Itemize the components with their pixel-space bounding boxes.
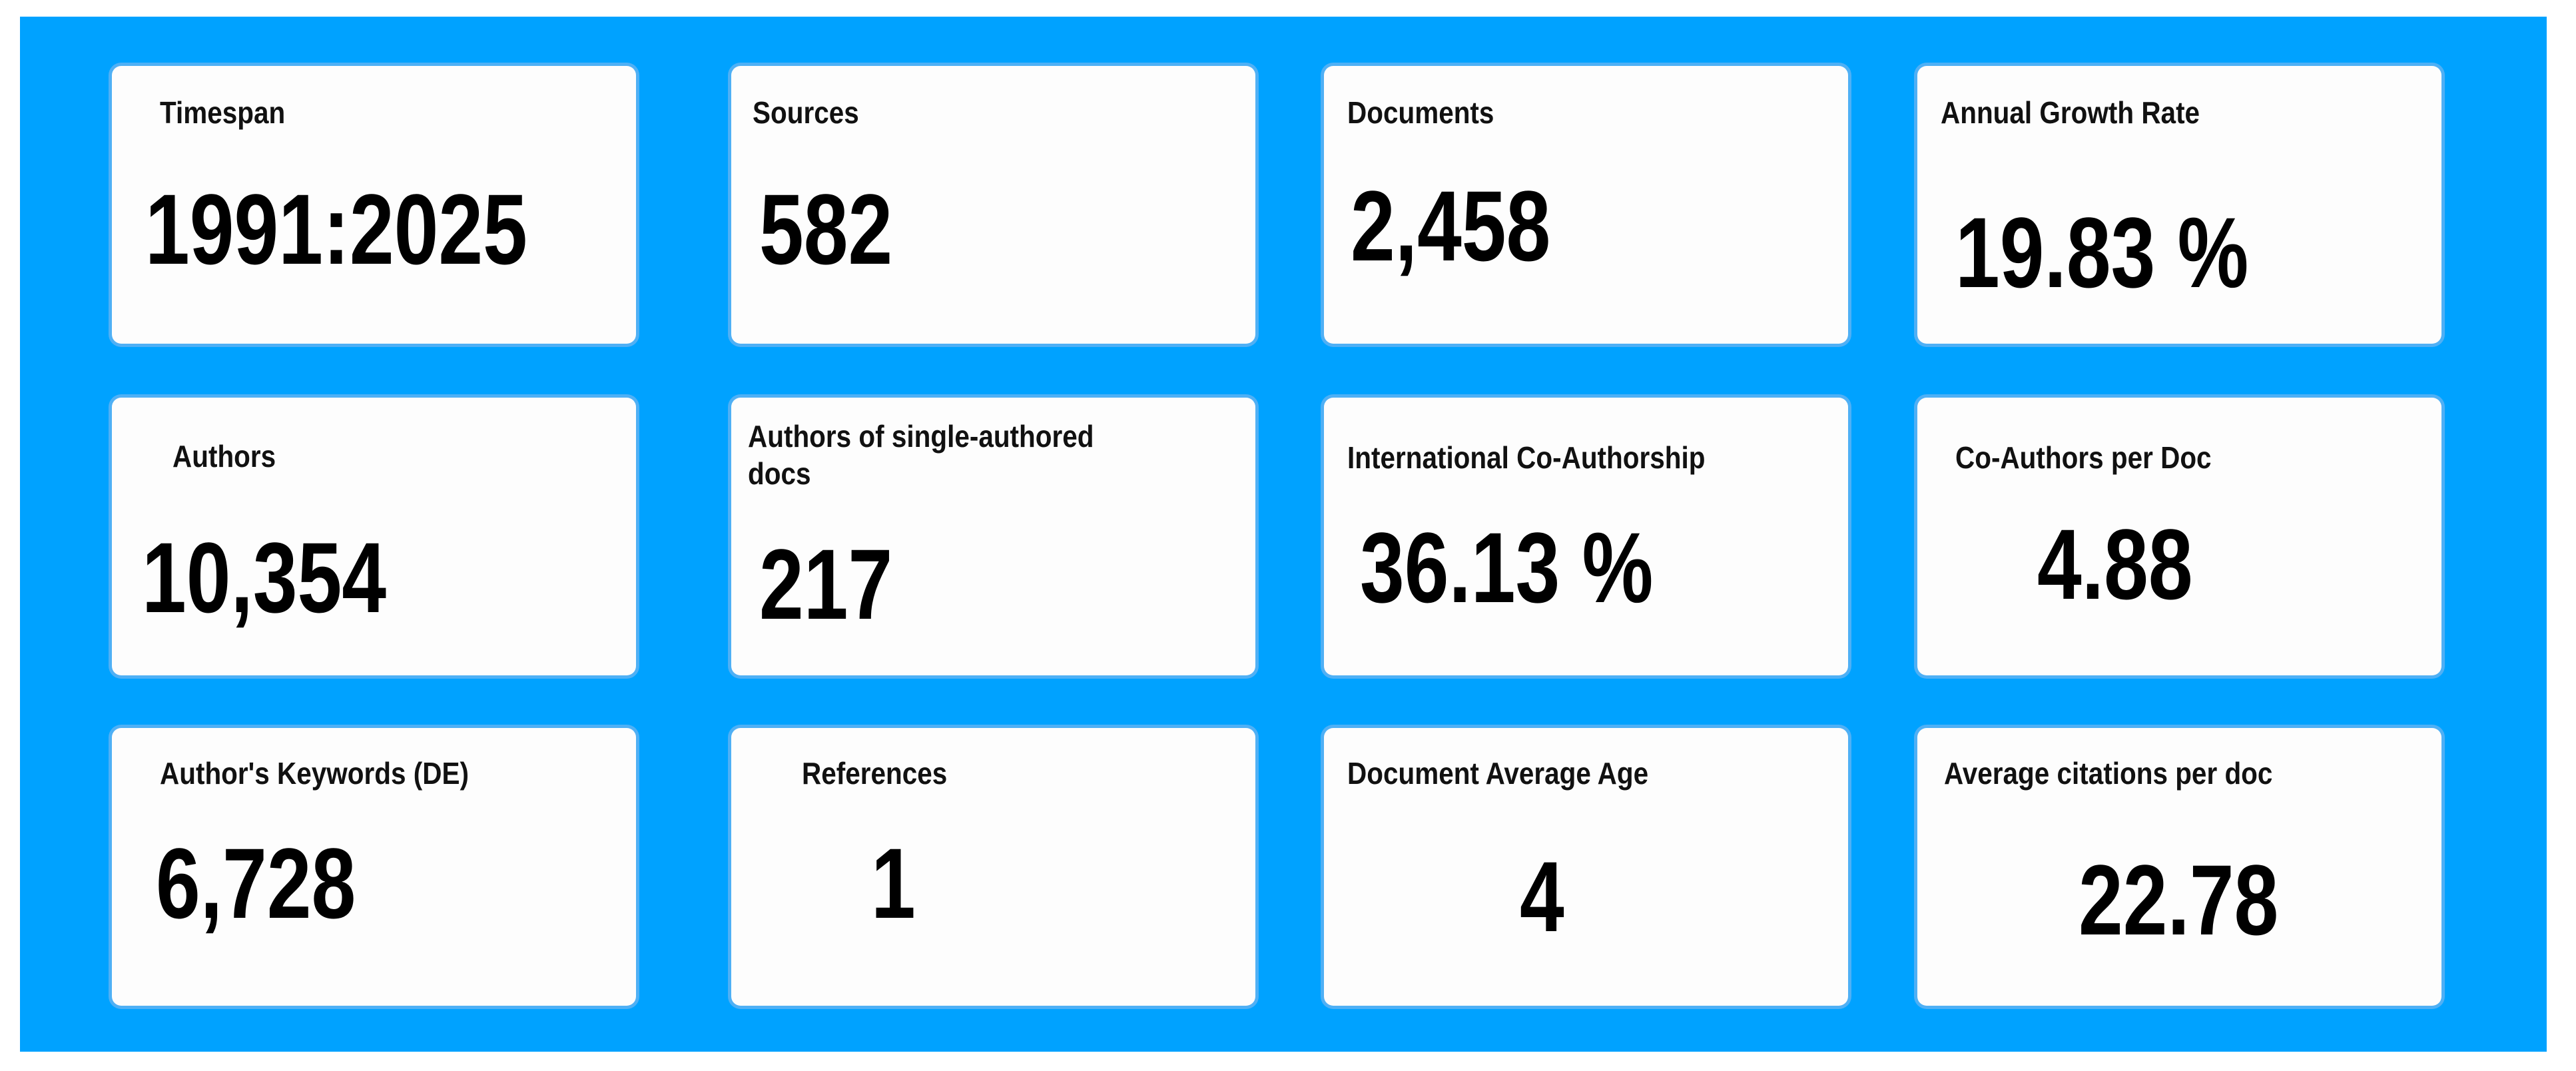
metric-label: Sources (753, 95, 859, 130)
metric-label: Annual Growth Rate (1941, 95, 2200, 130)
metric-card-international-coauthorship: International Co-Authorship 36.13 % (1324, 398, 1848, 675)
metric-value: 36.13 % (1360, 512, 1654, 623)
metric-card-timespan: Timespan 1991:2025 (112, 66, 636, 344)
metric-value: 22.78 (2079, 844, 2279, 956)
metric-card-sources: Sources 582 (731, 66, 1255, 344)
metric-value: 19.83 % (1955, 196, 2249, 308)
metric-card-document-average-age: Document Average Age 4 (1324, 728, 1848, 1006)
metric-value: 582 (759, 173, 893, 285)
metric-label: Authors (172, 439, 276, 474)
metric-card-annual-growth-rate: Annual Growth Rate 19.83 % (1917, 66, 2441, 344)
metric-card-coauthors-per-doc: Co-Authors per Doc 4.88 (1917, 398, 2441, 675)
metric-label: Author's Keywords (DE) (160, 756, 469, 791)
metric-card-documents: Documents 2,458 (1324, 66, 1848, 344)
metric-label: Co-Authors per Doc (1955, 440, 2212, 475)
metric-card-references: References 1 (731, 728, 1255, 1006)
metric-label: Document Average Age (1347, 756, 1649, 791)
metric-card-single-authored: Authors of single-authored docs 217 (731, 398, 1255, 675)
metric-value: 217 (759, 528, 893, 640)
metric-value: 4.88 (2037, 508, 2193, 620)
metric-value: 2,458 (1351, 170, 1551, 282)
metric-label: Authors of single-authored docs (748, 419, 1094, 491)
metric-label: International Co-Authorship (1347, 440, 1706, 475)
metric-value: 6,728 (156, 827, 356, 939)
metric-label: References (802, 756, 948, 791)
metric-card-authors: Authors 10,354 (112, 398, 636, 675)
metric-value: 4 (1520, 841, 1564, 952)
metric-value: 1991:2025 (145, 173, 527, 285)
metric-value: 1 (871, 827, 916, 939)
metric-label: Documents (1347, 95, 1494, 130)
metric-card-average-citations: Average citations per doc 22.78 (1917, 728, 2441, 1006)
metric-value: 10,354 (142, 522, 387, 633)
metric-label: Timespan (160, 95, 286, 130)
metric-card-author-keywords: Author's Keywords (DE) 6,728 (112, 728, 636, 1006)
metric-label: Average citations per doc (1944, 756, 2273, 791)
